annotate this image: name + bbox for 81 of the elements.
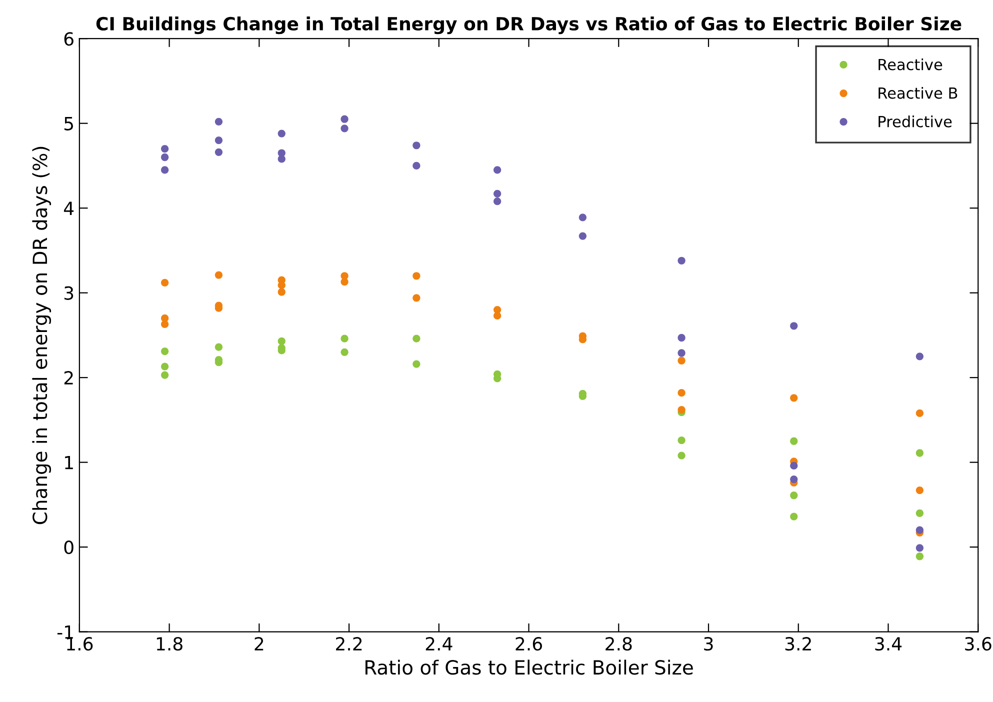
point [790,512,798,520]
x-axis-title: Ratio of Gas to Electric Boiler Size [366,660,693,675]
y-tick-label: 1 [65,456,73,470]
point [214,136,223,144]
point [790,394,798,402]
point [278,130,286,138]
point [412,142,420,150]
point [278,155,286,163]
y-tick-label: 4 [64,202,74,215]
point [578,232,587,240]
point [160,153,169,162]
point [916,509,924,517]
point [494,190,502,198]
point [790,492,798,500]
point [678,389,686,397]
legend-label: Reactive [878,58,942,70]
chart-title: CI Buildings Change in Total Energy on DR Days vs Ratio of Gas to Electric Boiler Size [96,16,962,34]
x-tick-label: 3.4 [875,636,902,651]
point [340,334,348,342]
x-tick-label: 2 [254,636,264,650]
x-tick-label: 2.2 [336,636,362,650]
point [916,352,924,360]
point [214,343,223,351]
point [412,162,420,170]
y-tick-label: 5 [64,117,73,130]
x-tick-label: 3 [704,636,713,651]
point [412,334,420,342]
point [214,148,223,156]
y-tick-label: 2 [64,371,73,384]
point [916,552,924,560]
point [160,347,169,356]
point [678,356,686,364]
y-tick-label: 6 [64,32,74,46]
point [916,449,924,457]
point [678,334,686,342]
point [160,371,169,379]
point [340,124,348,132]
point [340,115,348,123]
y-tick-label: 3 [64,286,74,300]
x-tick-label: 3.2 [785,636,811,651]
point [790,475,798,484]
point [578,214,587,222]
point [412,272,420,280]
x-tick-label: 2.4 [426,636,452,650]
point [790,462,798,470]
x-tick-label: 1.6 [67,636,93,651]
point [340,278,348,286]
point [160,144,169,153]
point [412,294,420,302]
x-tick-label: 3.6 [965,636,992,651]
point [916,409,924,417]
point [494,197,502,206]
point [278,337,286,345]
point [678,349,686,357]
x-tick-label: 1.8 [156,636,182,651]
point [412,360,420,368]
point [340,348,348,356]
x-tick-label: 2.6 [516,636,542,651]
point [916,526,924,534]
point [790,437,798,445]
point [494,166,502,174]
point [278,288,286,296]
point [678,436,686,444]
y-axis-title: Change in total energy on DR days (%) [32,146,52,524]
point [678,406,686,414]
x-tick-label: 2.8 [606,636,632,651]
point [916,486,924,494]
point [160,166,169,174]
point [160,320,169,328]
legend-label: Predictive [878,116,952,128]
point [916,544,924,552]
point [494,312,502,320]
point [160,278,169,286]
y-tick-label: 0 [64,540,74,554]
point [214,271,223,279]
legend-label: Reactive B [878,87,958,99]
point [678,452,686,460]
point [214,118,223,126]
point [678,256,686,264]
point [160,362,169,370]
point [790,322,798,330]
